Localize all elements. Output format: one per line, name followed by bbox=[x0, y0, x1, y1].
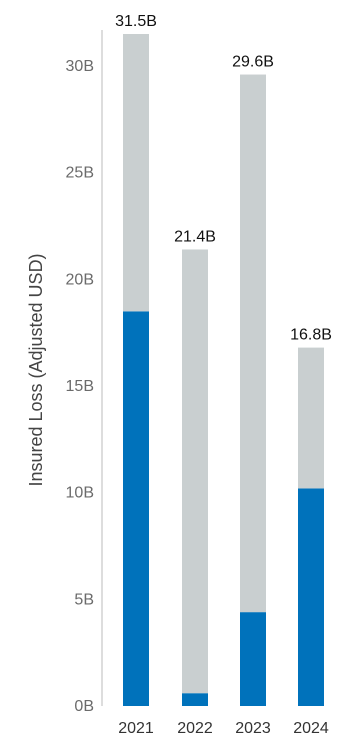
bar-total-label: 21.4B bbox=[174, 228, 216, 245]
bar-segment bbox=[240, 612, 266, 706]
bar-segment bbox=[123, 311, 149, 706]
bar-segment bbox=[240, 74, 266, 613]
bar-total-label: 16.8B bbox=[290, 327, 332, 344]
x-tick-label: 2023 bbox=[235, 720, 271, 737]
bar-segment bbox=[298, 347, 324, 489]
x-tick-label: 2022 bbox=[177, 720, 213, 737]
y-tick-label: 25B bbox=[66, 165, 94, 182]
bar-total-label: 29.6B bbox=[232, 54, 274, 71]
bar-segment bbox=[182, 693, 208, 706]
y-axis-ticks: 0B 5B 10B 15B 20B 25B 30B bbox=[66, 58, 94, 715]
bars: 31.5B 21.4B 29.6B 16.8B bbox=[115, 13, 332, 706]
x-tick-label: 2021 bbox=[118, 720, 154, 737]
y-tick-label: 10B bbox=[66, 485, 94, 502]
y-tick-label: 30B bbox=[66, 58, 94, 75]
bar-segment bbox=[123, 34, 149, 312]
x-axis-labels: 2021 2022 2023 2024 bbox=[118, 720, 329, 737]
x-tick-label: 2024 bbox=[293, 720, 329, 737]
y-tick-label: 20B bbox=[66, 271, 94, 288]
y-tick-label: 0B bbox=[74, 698, 94, 715]
y-tick-label: 5B bbox=[74, 591, 94, 608]
y-axis-title: Insured Loss (Adjusted USD) bbox=[26, 253, 46, 486]
bar-segment bbox=[298, 488, 324, 706]
y-tick-label: 15B bbox=[66, 378, 94, 395]
bar-segment bbox=[182, 249, 208, 694]
bar-total-label: 31.5B bbox=[115, 13, 157, 30]
